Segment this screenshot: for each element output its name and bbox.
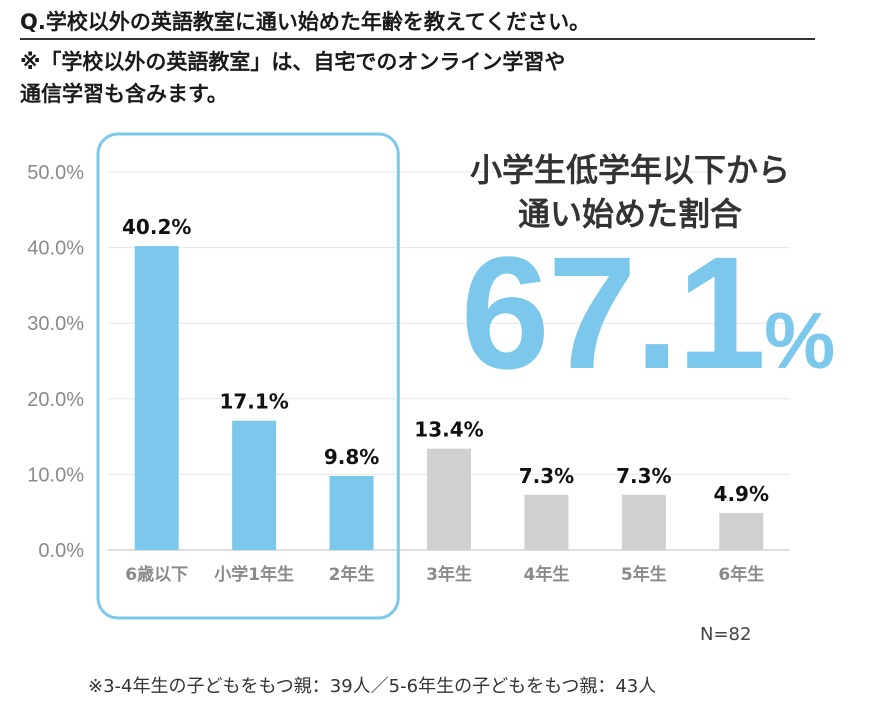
y-tick-label: 10.0% (27, 464, 84, 486)
y-tick-label: 20.0% (27, 389, 84, 411)
x-tick-label: 2年生 (329, 564, 375, 585)
callout-line-1: 小学生低学年以下から (469, 151, 790, 189)
data-label: 13.4% (414, 418, 483, 442)
bar (621, 494, 666, 550)
y-tick-label: 40.0% (27, 238, 84, 260)
callout-unit: % (764, 296, 836, 385)
bar (719, 512, 764, 550)
data-label: 7.3% (616, 464, 671, 488)
question-note: ※「学校以外の英語教室」は、自宅でのオンライン学習や 通信学習も含みます。 (20, 46, 820, 110)
callout-line-2: 通い始めた割合 (517, 195, 742, 233)
footnote: ※3-4年生の子どもをもつ親：39人／5-6年生の子どもをもつ親：43人 (88, 676, 657, 697)
bar (329, 475, 374, 550)
data-label: 17.1% (219, 390, 288, 414)
data-label: 4.9% (714, 482, 769, 506)
callout-value: 67.1 (460, 223, 766, 402)
x-tick-label: 6年生 (718, 564, 764, 585)
bar (524, 494, 569, 550)
x-tick-label: 小学1年生 (214, 564, 294, 585)
x-tick-label: 6歳以下 (125, 564, 188, 585)
sample-size: N=82 (700, 624, 752, 645)
bar (134, 246, 179, 550)
x-tick-label: 5年生 (621, 564, 667, 585)
highlight-frame (96, 132, 400, 620)
data-label: 7.3% (519, 464, 574, 488)
bar (232, 420, 277, 550)
x-tick-label: 4年生 (524, 564, 570, 585)
question-title: Q.学校以外の英語教室に通い始めた年齢を教えてください。 (20, 8, 815, 40)
bar (427, 448, 471, 550)
note-line-2: 通信学習も含みます。 (20, 82, 228, 106)
y-tick-label: 30.0% (27, 313, 84, 335)
callout-percentage: 67.1% (438, 228, 858, 398)
note-line-1: ※「学校以外の英語教室」は、自宅でのオンライン学習や (20, 50, 566, 74)
data-label: 40.2% (122, 215, 191, 239)
x-tick-label: 3年生 (426, 564, 472, 585)
data-label: 9.8% (324, 445, 379, 469)
y-tick-label: 50.0% (27, 162, 84, 184)
y-tick-label: 0.0% (38, 540, 84, 562)
callout-text: 小学生低学年以下から 通い始めた割合 (430, 148, 830, 236)
